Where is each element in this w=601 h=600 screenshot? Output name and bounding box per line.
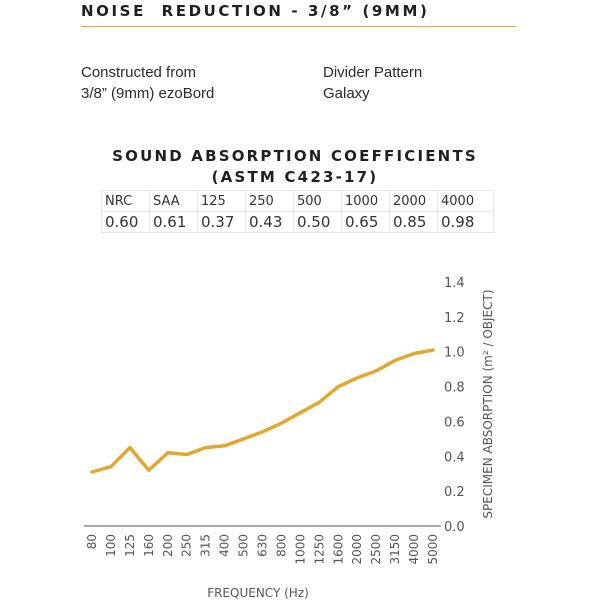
x-tick-label: 3150 [388,534,402,565]
x-tick-label: 630 [256,534,270,557]
x-tick-label: 2500 [369,534,383,565]
y-tick-label: 0.0 [444,520,465,535]
construction-line-1: Constructed from [81,64,197,81]
value-cell-2000: 0.85 [389,211,438,233]
x-tick-label: 1600 [331,534,345,565]
y-tick-label: 0.2 [444,485,465,500]
coefficients-title-line-2: (ASTM C423-17) [211,168,379,186]
coefficients-title-line-1: SOUND ABSORPTION COEFFICIENTS [112,147,478,165]
y-tick-label: 0.4 [444,450,465,465]
x-tick-label: 1000 [293,534,307,565]
value-cell-saa: 0.61 [149,211,198,233]
y-axis-label: SPECIMEN ABSORPTION (m² / OBJECT) [481,289,495,518]
page-title: NOISE REDUCTION - 3/8” (9MM) [81,2,430,20]
pattern-info: Divider Pattern Galaxy [323,62,422,104]
x-tick-label: 500 [237,534,251,557]
pattern-line-2: Galaxy [323,85,370,102]
header-cell-125: 125 [197,190,246,212]
value-cell-nrc: 0.60 [101,211,150,233]
x-tick-label: 80 [85,534,99,549]
header-cell-4000: 4000 [437,190,494,212]
y-tick-label: 1.4 [444,276,465,291]
x-tick-label: 1250 [312,534,326,565]
y-tick-label: 1.2 [444,311,465,326]
x-tick-label: 160 [142,534,156,557]
coefficients-table: NRC SAA 125 250 500 1000 2000 4000 0.60 … [101,190,494,233]
x-tick-label: 125 [123,534,137,557]
y-tick-label: 0.6 [444,415,465,430]
value-cell-4000: 0.98 [437,211,494,233]
coefficients-title: SOUND ABSORPTION COEFFICIENTS (ASTM C423… [100,146,490,188]
x-tick-label: 800 [274,534,288,557]
header-cell-1000: 1000 [341,190,390,212]
x-tick-label: 2000 [350,534,364,565]
y-tick-label: 1.0 [444,346,465,361]
construction-info: Constructed from 3/8” (9mm) ezoBord [81,62,214,104]
pattern-line-1: Divider Pattern [323,64,423,81]
x-tick-label: 100 [104,534,118,557]
x-axis-label: FREQUENCY (Hz) [207,586,309,600]
header-cell-500: 500 [293,190,342,212]
coefficients-value-row: 0.60 0.61 0.37 0.43 0.50 0.65 0.85 0.98 [101,211,494,233]
x-tick-label: 200 [161,534,175,557]
x-tick-label: 4000 [407,534,421,565]
y-tick-label: 0.8 [444,381,465,396]
x-tick-label: 5000 [426,534,440,565]
title-divider [81,26,516,27]
value-cell-125: 0.37 [197,211,246,233]
x-tick-label: 400 [218,534,232,557]
value-cell-500: 0.50 [293,211,342,233]
x-tick-label: 315 [199,534,213,557]
value-cell-250: 0.43 [245,211,294,233]
construction-line-2: 3/8” (9mm) ezoBord [81,85,215,102]
value-cell-1000: 0.65 [341,211,390,233]
x-tick-label: 250 [180,534,194,557]
series-line [90,348,435,474]
